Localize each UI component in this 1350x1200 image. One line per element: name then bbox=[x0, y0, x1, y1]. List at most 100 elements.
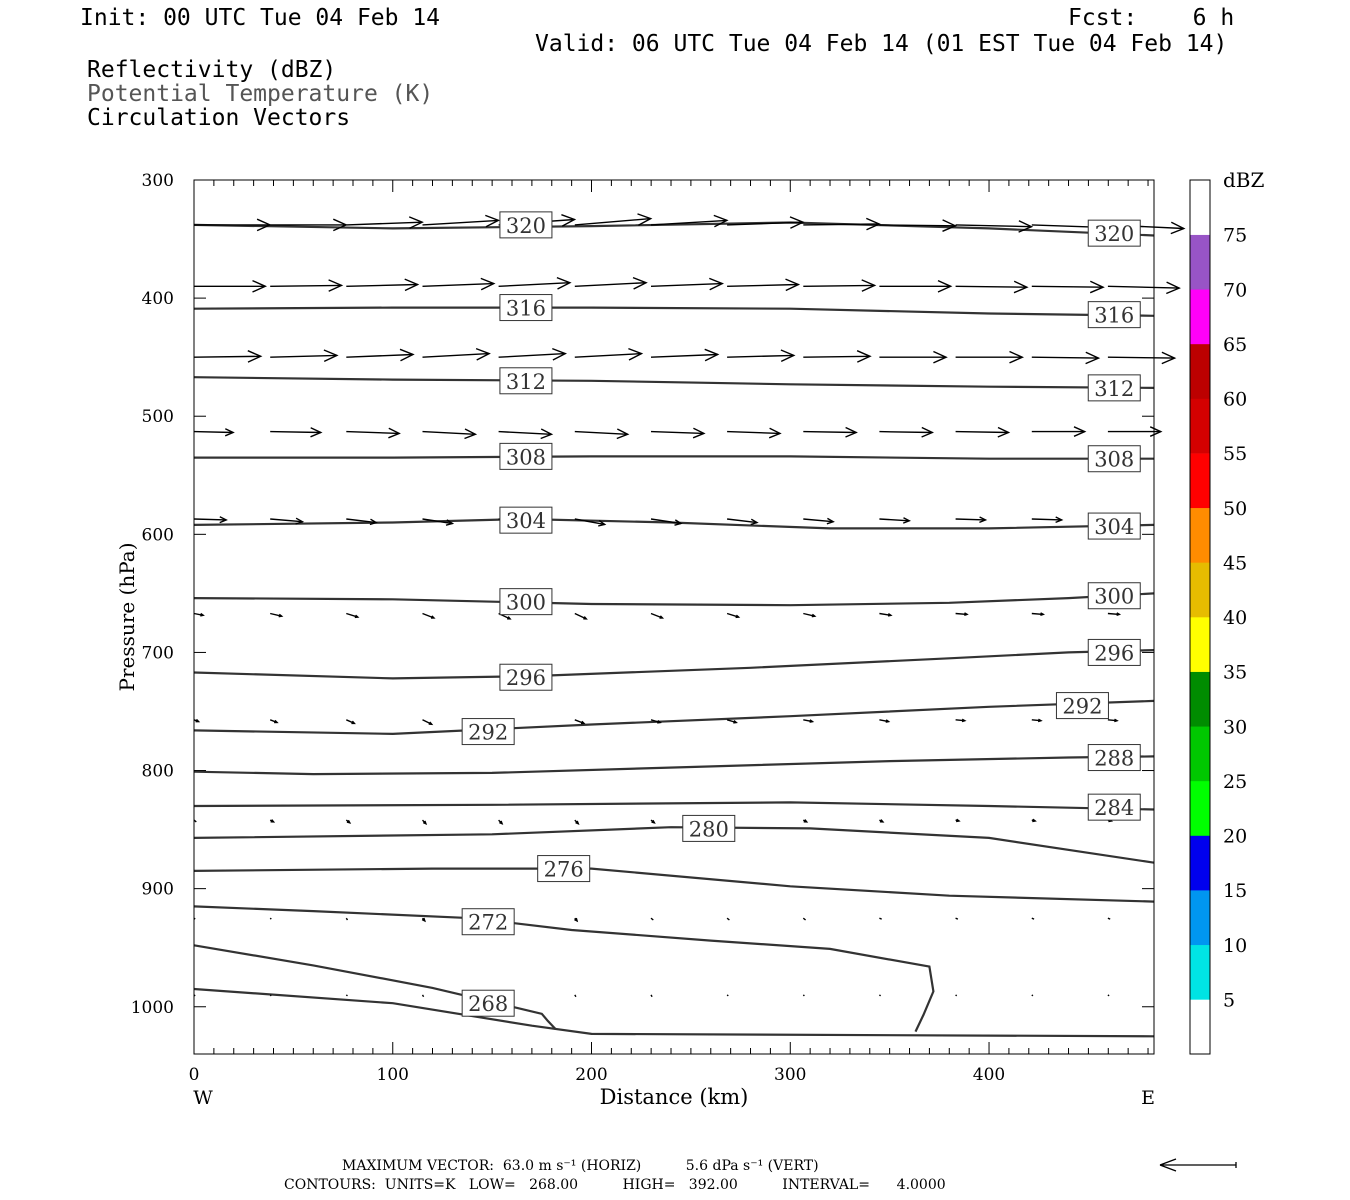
circulation-vector bbox=[1031, 516, 1064, 524]
circulation-vector bbox=[955, 220, 1034, 233]
circulation-vector bbox=[955, 516, 988, 524]
vector-shaft bbox=[574, 518, 605, 526]
circulation-vector bbox=[1031, 818, 1037, 823]
vector-shaft bbox=[879, 917, 882, 920]
vector-head bbox=[540, 428, 554, 440]
contour-label: 312 bbox=[506, 370, 546, 394]
vector-head bbox=[1013, 280, 1029, 294]
vector-head bbox=[507, 616, 512, 620]
colorbar-frame bbox=[1189, 179, 1211, 1055]
colorbar: 5 10 15 20 25 30 35 40 45 50 55 60 65 70 75 bbox=[1189, 179, 1247, 1055]
vector-shaft bbox=[498, 282, 570, 287]
vector-head bbox=[809, 719, 815, 723]
contour-label-box bbox=[461, 908, 515, 936]
vector-shaft bbox=[955, 285, 1027, 288]
contour-label: 288 bbox=[1094, 747, 1134, 771]
circulation-vector bbox=[346, 612, 360, 619]
circulation-vector bbox=[270, 279, 344, 292]
contour-label-box bbox=[461, 989, 515, 1017]
circulation-vector bbox=[574, 917, 579, 923]
vector-head bbox=[1009, 350, 1025, 364]
circulation-vector bbox=[802, 994, 805, 997]
circulation-vector bbox=[879, 719, 891, 723]
isentrope-284 bbox=[193, 801, 1155, 811]
circulation-vector bbox=[574, 719, 586, 725]
x-tick-label: 300 bbox=[774, 1065, 806, 1085]
circulation-vector bbox=[1107, 351, 1177, 365]
vector-head bbox=[1055, 516, 1064, 524]
vector-head bbox=[1114, 718, 1119, 723]
circulation-vector bbox=[803, 350, 872, 363]
circulation-vector bbox=[270, 349, 339, 363]
circulation-vector bbox=[726, 917, 730, 921]
circulation-vector bbox=[955, 718, 967, 723]
colorbar-swatch bbox=[1190, 453, 1210, 509]
vector-head bbox=[616, 428, 630, 440]
vector-shaft bbox=[1031, 994, 1034, 997]
circulation-vector bbox=[346, 278, 420, 292]
contour-label: 280 bbox=[689, 817, 729, 841]
vector-head bbox=[826, 517, 835, 525]
colorbar-level-label: 5 bbox=[1223, 989, 1235, 1011]
contour-label-layer: 320 320 316 316 312 312 308 308 304 304 300 300 296 2… bbox=[461, 211, 1141, 1017]
contour-label-box bbox=[499, 588, 553, 616]
vector-shaft bbox=[270, 284, 342, 287]
circulation-vector bbox=[879, 279, 953, 293]
init-time: Init: 00 UTC Tue 04 Feb 14 bbox=[80, 5, 441, 31]
x-axis-title: Distance (km) bbox=[600, 1085, 749, 1109]
colorbar-level-label: 20 bbox=[1223, 826, 1247, 848]
vector-shaft bbox=[726, 612, 739, 618]
circulation-vector bbox=[193, 428, 235, 437]
vector-head bbox=[464, 428, 478, 440]
vector-head bbox=[351, 720, 356, 725]
circulation-vector bbox=[650, 348, 720, 362]
vector-head bbox=[789, 216, 805, 229]
contour-label: 308 bbox=[1094, 448, 1134, 472]
isentrope-276 bbox=[193, 867, 1155, 903]
vector-head bbox=[879, 819, 885, 823]
contour-label: 316 bbox=[506, 297, 546, 321]
vector-head bbox=[561, 214, 577, 227]
vector-head bbox=[256, 218, 272, 232]
vector-shaft bbox=[650, 282, 723, 287]
vector-head bbox=[195, 718, 201, 723]
vector-shaft bbox=[726, 994, 729, 997]
colorbar-level-label: 30 bbox=[1223, 716, 1247, 738]
circulation-vector bbox=[498, 428, 554, 440]
circulation-vector bbox=[574, 276, 648, 290]
vector-head bbox=[252, 279, 268, 293]
colorbar-swatch bbox=[1190, 835, 1210, 891]
colorbar-level-label: 70 bbox=[1223, 279, 1247, 301]
y-tick-label: 300 bbox=[142, 171, 174, 191]
contour-label-box bbox=[682, 814, 736, 842]
vector-shaft bbox=[269, 917, 272, 920]
x-tick-label: 400 bbox=[973, 1065, 1005, 1085]
circulation-vector bbox=[269, 917, 272, 920]
circulation-vector bbox=[879, 819, 885, 823]
contour-label: 300 bbox=[1094, 585, 1134, 609]
vector-head bbox=[1170, 221, 1186, 235]
vector-shaft bbox=[650, 430, 704, 435]
contour-label: 284 bbox=[1094, 796, 1134, 820]
max-vector-note: MAXIMUM VECTOR: 63.0 m s⁻¹ (HORIZ) 5.6 d… bbox=[342, 1158, 819, 1174]
contours-note: CONTOURS: UNITS=K LOW= 268.00 HIGH= 392.… bbox=[284, 1177, 946, 1193]
reference-vector-arrow bbox=[1159, 1158, 1237, 1172]
vector-shaft bbox=[345, 917, 349, 921]
vector-head bbox=[388, 427, 401, 439]
colorbar-swatch bbox=[1190, 671, 1210, 727]
circulation-vector bbox=[421, 917, 426, 923]
vector-shaft bbox=[879, 224, 956, 227]
circulation-vector bbox=[574, 994, 577, 998]
contour-label: 312 bbox=[1094, 377, 1134, 401]
vector-shaft bbox=[270, 518, 303, 523]
vector-head bbox=[270, 819, 276, 823]
circulation-vector bbox=[726, 994, 729, 997]
contour-label: 308 bbox=[506, 445, 546, 469]
vector-head bbox=[295, 517, 305, 525]
contour-label-box bbox=[1087, 301, 1141, 329]
colorbar-swatch bbox=[1190, 944, 1210, 1000]
vector-shaft bbox=[346, 221, 423, 226]
vector-head bbox=[328, 279, 344, 292]
y-tick-label: 1000 bbox=[131, 998, 174, 1018]
vector-head bbox=[780, 349, 796, 363]
